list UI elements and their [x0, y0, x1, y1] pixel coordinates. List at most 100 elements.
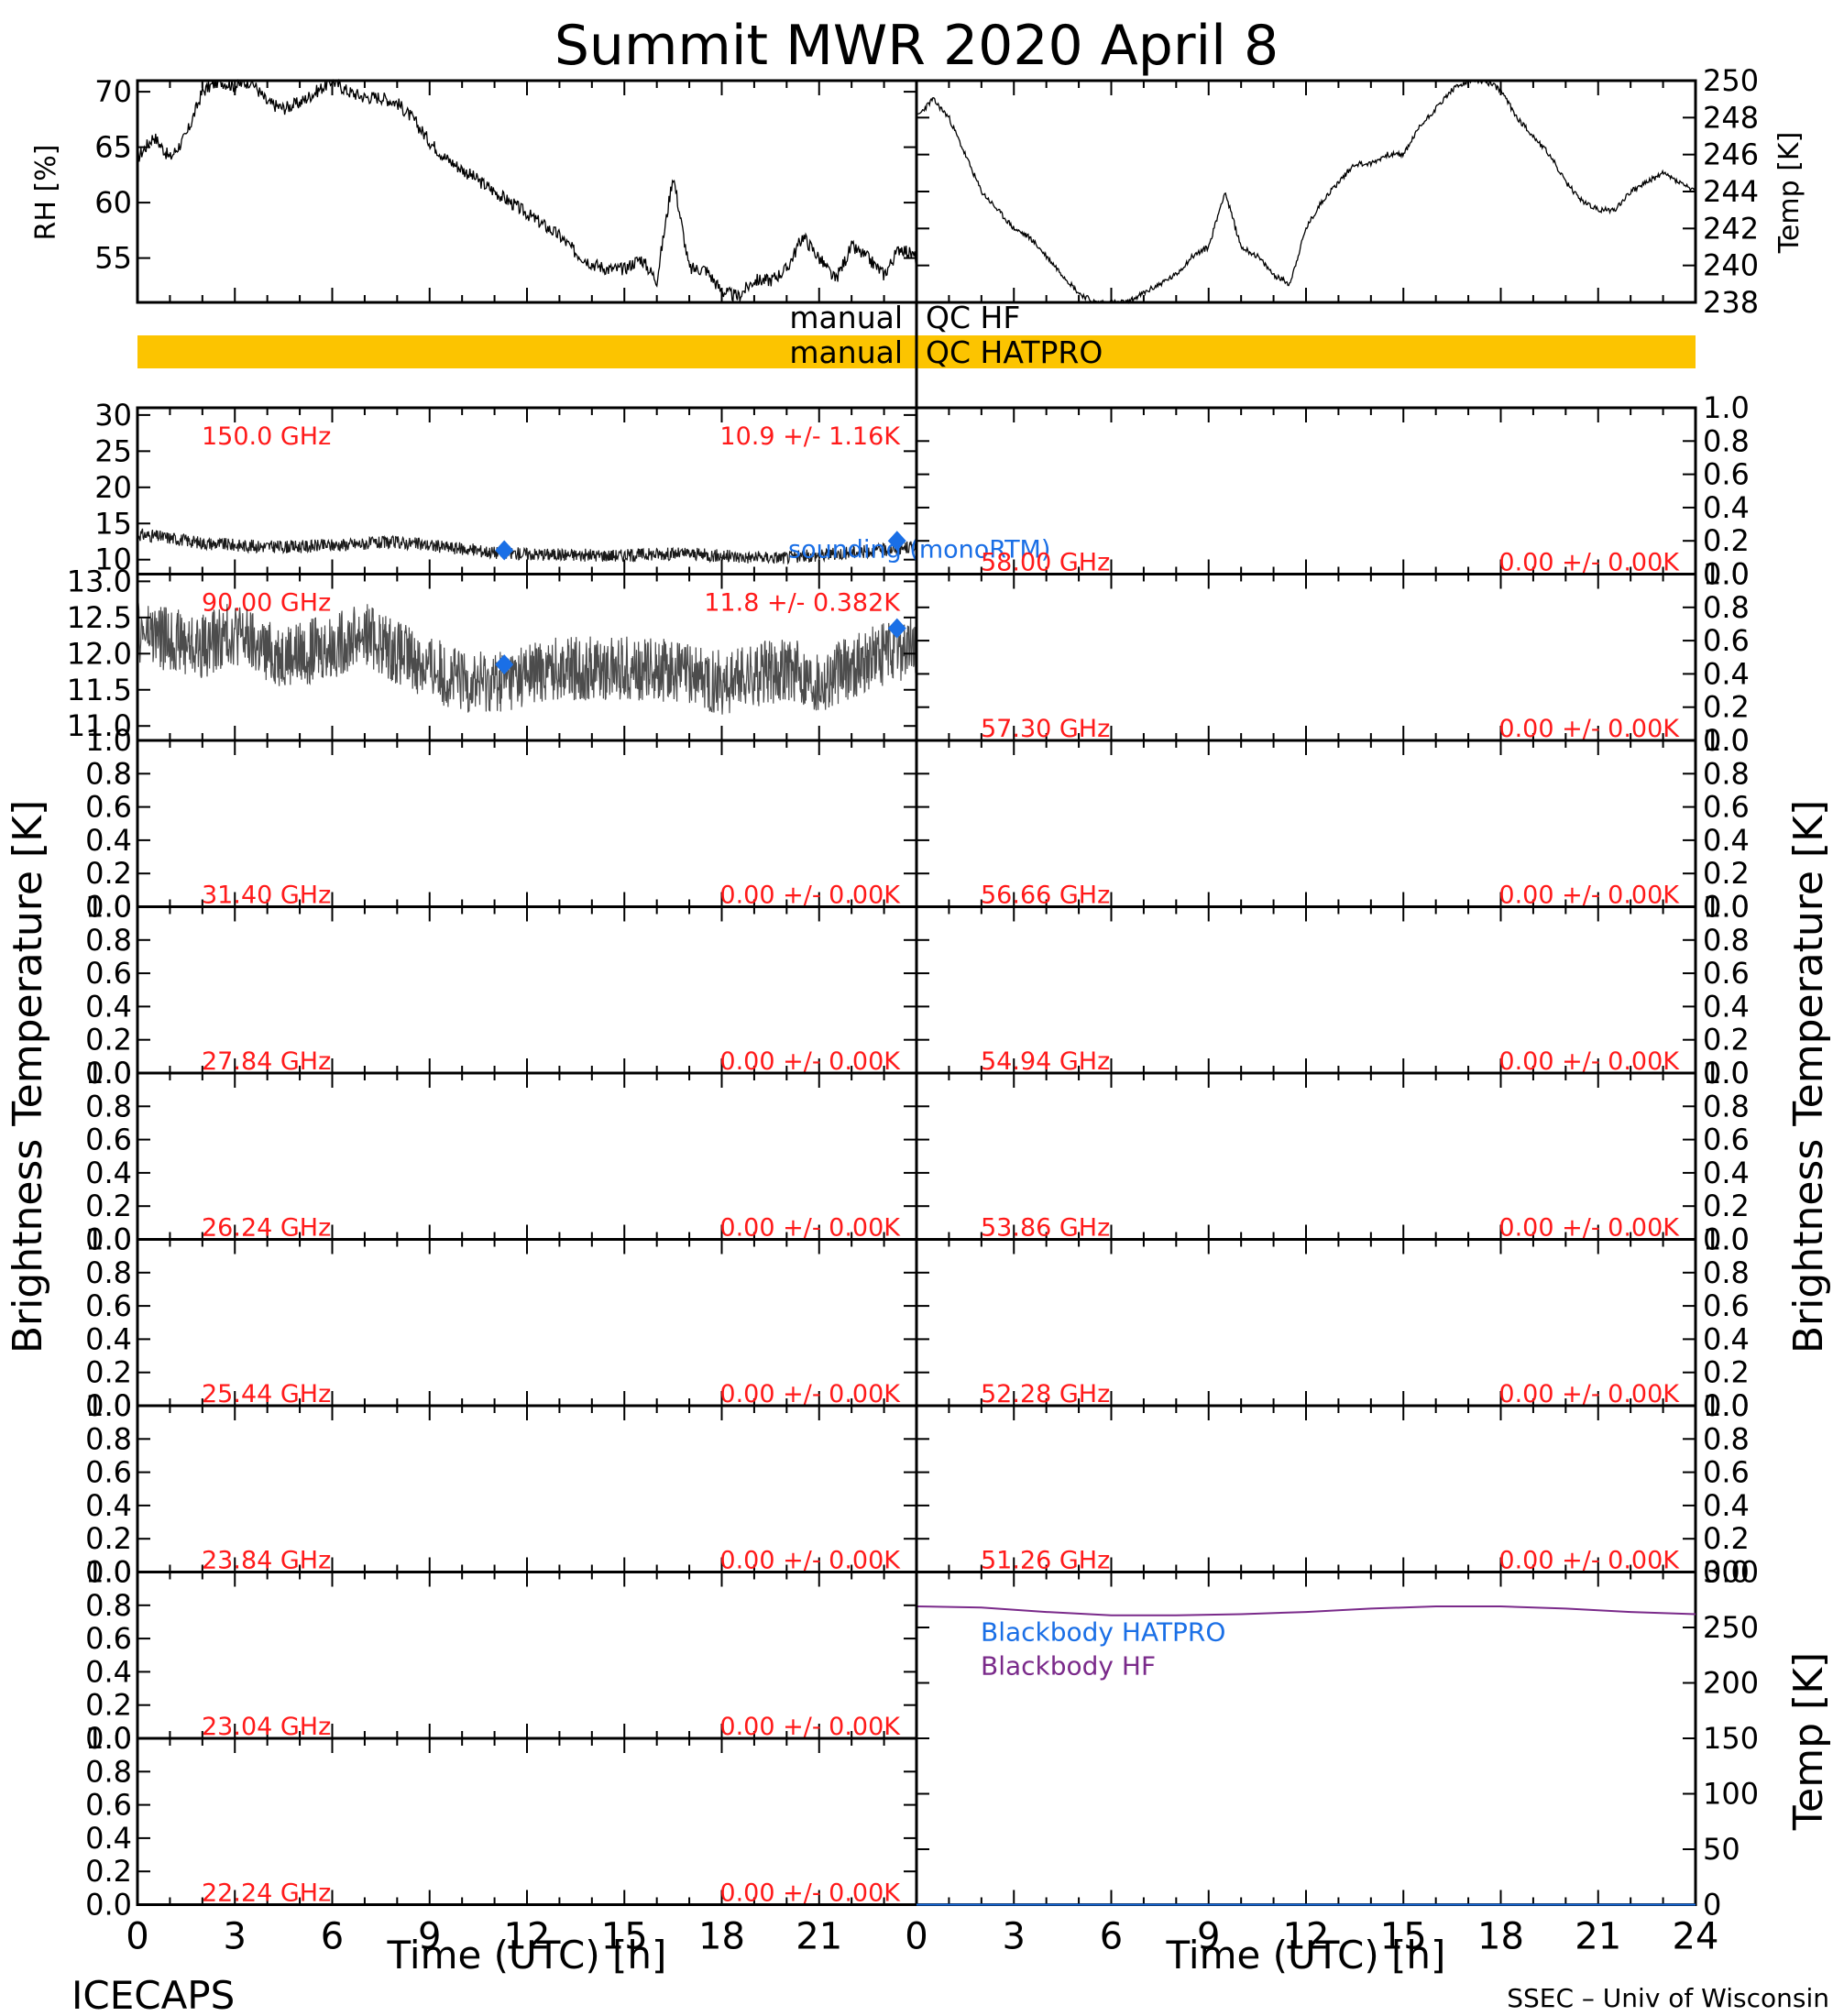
y-tick-label: 0.4 — [85, 989, 132, 1024]
y-tick-label: 0.4 — [1703, 656, 1750, 691]
y-tick-label: 1.0 — [1703, 1056, 1750, 1090]
y-tick-label: 0.2 — [85, 1854, 132, 1889]
x-tick-label-right: 12 — [1283, 1916, 1330, 1958]
x-tick-label-right: 3 — [1003, 1916, 1026, 1958]
y-tick-label: 0.8 — [1703, 923, 1750, 958]
y-tick-label: 0.4 — [85, 1321, 132, 1356]
qc-hf-left-label: manual — [789, 300, 903, 335]
panel-ch5494: 0.00.20.40.60.81.054.94 GHz 0.00 +/- 0.00… — [915, 890, 1750, 1090]
y-tick-label: 1.0 — [85, 723, 132, 758]
y-tick-label: 0.6 — [1703, 1123, 1750, 1157]
y-tick-label: 0.0 — [1703, 1555, 1750, 1590]
panel-ch2224: 0.00.20.40.60.81.022.24 GHz 0.00 +/- 0.00… — [85, 1721, 918, 1923]
panel-rh: 55 60 65 70 — [94, 74, 918, 304]
channel-frequency-label: 22.24 GHz — [202, 1879, 331, 1908]
channel-frequency-label: 54.94 GHz — [981, 1047, 1110, 1076]
y-tick-label: 0.4 — [1703, 1488, 1750, 1523]
y-tick-label: 0.6 — [1703, 1455, 1750, 1490]
y-tick-label: 0.2 — [85, 1023, 132, 1057]
channel-frequency-label: 25.44 GHz — [202, 1380, 331, 1408]
y-tick-label: 0.6 — [85, 956, 132, 991]
x-tick-label-left: 0 — [126, 1916, 148, 1958]
y-tick-label: 0.6 — [1703, 956, 1750, 991]
y-tick-label: 250 — [1703, 63, 1759, 98]
right-bt-axis-label: Brightness Temperature [K] — [1785, 800, 1832, 1353]
y-tick-label: 0.2 — [85, 1355, 132, 1390]
panel-frame — [915, 79, 1697, 304]
channel-stats-label: 0.00 +/- 0.00K — [719, 1047, 901, 1076]
y-tick-label: 0.0 — [85, 1388, 132, 1423]
channel-frequency-label: 27.84 GHz — [202, 1047, 331, 1076]
x-tick-label-left: 21 — [796, 1916, 842, 1958]
rh-axis-label: RH [%] — [30, 145, 62, 241]
y-tick-label: 20 — [94, 470, 132, 505]
y-tick-label: 0.2 — [85, 856, 132, 891]
x-axis-label-right: Time (UTC) [h] — [1166, 1933, 1446, 1978]
channel-stats-label: 10.9 +/- 1.16K — [719, 422, 901, 451]
x-tick-label-right: 6 — [1100, 1916, 1123, 1958]
y-tick-label: 12.0 — [67, 636, 132, 671]
y-tick-label: 0.6 — [85, 1621, 132, 1656]
y-tick-label: 0.0 — [85, 1888, 132, 1923]
y-tick-label: 0.6 — [85, 1455, 132, 1490]
y-tick-label: 0.8 — [1703, 590, 1750, 625]
channel-stats-label: 0.00 +/- 0.00K — [1498, 1547, 1680, 1575]
x-tick-label-right: 0 — [905, 1916, 927, 1958]
y-tick-label: 0.8 — [85, 1421, 132, 1456]
channel-frequency-label: 26.24 GHz — [202, 1214, 331, 1243]
channel-frequency-label: 31.40 GHz — [202, 882, 331, 910]
panel-ch5386: 0.00.20.40.60.81.053.86 GHz 0.00 +/- 0.00… — [915, 1056, 1750, 1257]
y-tick-label: 240 — [1703, 248, 1759, 283]
channel-stats-label: 0.00 +/- 0.00K — [719, 1214, 901, 1243]
panel-ch90: 11.011.512.012.513.0 90.00 GHz 11.8 +/- 0.… — [67, 564, 918, 743]
y-tick-label: 0.6 — [85, 1788, 132, 1823]
panel-blackbody: 0 50 100 150 200 250 300 Blackbody HATPROBlackb… — [915, 1555, 1759, 1923]
y-tick-label: 0.0 — [85, 1721, 132, 1756]
panel-ch2384: 0.00.20.40.60.81.023.84 GHz 0.00 +/- 0.00… — [85, 1388, 918, 1590]
panel-frame — [136, 79, 918, 304]
y-tick-label: 25 — [94, 433, 132, 468]
y-tick-label: 30 — [94, 398, 132, 433]
blackbody-legend-label: Blackbody HF — [981, 1651, 1156, 1682]
channel-frequency-label: 58.00 GHz — [981, 549, 1110, 577]
y-tick-label: 0.2 — [1703, 1355, 1750, 1390]
y-tick-label: 0.0 — [85, 1555, 132, 1590]
footer-ssec: SSEC – Univ of Wisconsin — [1507, 1983, 1829, 2013]
panel-ch5666: 0.00.20.40.60.81.056.66 GHz 0.00 +/- 0.00… — [915, 723, 1750, 925]
y-tick-label: 0.8 — [85, 1588, 132, 1623]
panel-ch3140: 0.00.20.40.60.81.031.40 GHz 0.00 +/- 0.00… — [85, 723, 918, 925]
y-tick-label: 0.4 — [1703, 823, 1750, 858]
y-tick-label: 300 — [1703, 1555, 1759, 1590]
y-tick-label: 1.0 — [85, 1721, 132, 1756]
channel-frequency-label: 150.0 GHz — [202, 422, 331, 451]
channel-stats-label: 0.00 +/- 0.00K — [1498, 549, 1680, 577]
y-tick-label: 0.6 — [1703, 457, 1750, 492]
y-tick-label: 0.6 — [85, 790, 132, 825]
y-tick-label: 250 — [1703, 1610, 1759, 1645]
y-tick-label: 0.0 — [1703, 890, 1750, 925]
y-tick-label: 0.4 — [85, 1488, 132, 1523]
y-tick-label: 1.0 — [1703, 1222, 1750, 1257]
y-tick-label: 1.0 — [85, 1388, 132, 1423]
y-tick-label: 242 — [1703, 211, 1759, 246]
y-tick-label: 0.2 — [85, 1688, 132, 1723]
y-tick-label: 0.8 — [85, 756, 132, 791]
figure-title: Summit MWR 2020 April 8 — [554, 14, 1279, 78]
y-tick-label: 0.4 — [1703, 989, 1750, 1024]
y-tick-label: 10 — [94, 542, 132, 577]
y-tick-label: 0.0 — [1703, 1056, 1750, 1090]
y-tick-label: 0.2 — [85, 1189, 132, 1223]
channel-frequency-label: 23.84 GHz — [202, 1547, 331, 1575]
y-tick-label: 0.6 — [1703, 1288, 1750, 1323]
y-tick-label: 100 — [1703, 1777, 1759, 1812]
y-tick-label: 0.8 — [1703, 1421, 1750, 1456]
x-tick-label-left: 9 — [418, 1916, 441, 1958]
y-tick-label: 50 — [1703, 1832, 1740, 1867]
y-tick-label: 0.8 — [85, 1255, 132, 1290]
x-tick-label-right: 9 — [1197, 1916, 1220, 1958]
channel-stats-label: 0.00 +/- 0.00K — [1498, 1380, 1680, 1408]
channel-stats-label: 0.00 +/- 0.00K — [719, 1547, 901, 1575]
y-tick-label: 0.6 — [85, 1123, 132, 1157]
